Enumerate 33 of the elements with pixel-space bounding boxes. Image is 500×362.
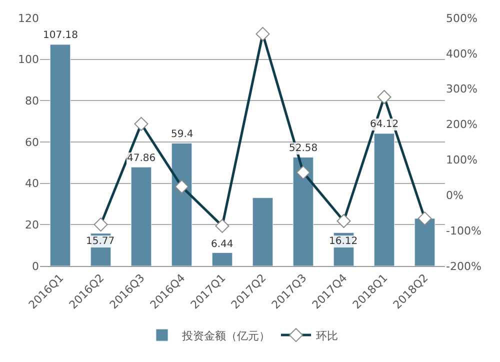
bar (130, 166, 152, 266)
y2-tick-label: 0% (446, 188, 464, 202)
y-tick-label: 100 (18, 53, 39, 66)
data-label: 6.44 (211, 239, 234, 250)
bar (50, 44, 71, 266)
bar (252, 198, 274, 266)
y-tick-label: 0 (32, 260, 39, 273)
y2-tick-label: 200% (446, 118, 478, 132)
y-tick-label: 20 (25, 218, 39, 232)
y-tick-label: 60 (25, 136, 39, 149)
bar (171, 142, 192, 266)
y2-tick-label: -100% (446, 224, 482, 238)
bar (414, 218, 436, 266)
data-label: 15.77 (86, 236, 115, 247)
bar (374, 133, 395, 266)
data-label: 47.86 (127, 153, 156, 164)
legend-label: 环比 (316, 329, 338, 342)
bar (292, 157, 314, 266)
data-label: 52.58 (289, 143, 318, 154)
y2-tick-label: 500% (446, 12, 478, 25)
y2-tick-label: 400% (446, 47, 478, 60)
data-label: 59.4 (171, 129, 194, 140)
data-label: 16.12 (329, 236, 358, 247)
bar (212, 252, 233, 266)
y2-tick-label: -200% (446, 260, 482, 273)
y-tick-label: 40 (25, 177, 39, 190)
y2-tick-label: 300% (446, 82, 478, 96)
y-tick-label: 80 (25, 94, 39, 108)
y2-tick-label: 100% (446, 154, 478, 167)
y-tick-label: 120 (18, 12, 39, 25)
data-label: 107.18 (43, 30, 78, 41)
data-label: 64.12 (370, 119, 399, 130)
legend-label: 投资金额（亿元） (181, 329, 270, 342)
